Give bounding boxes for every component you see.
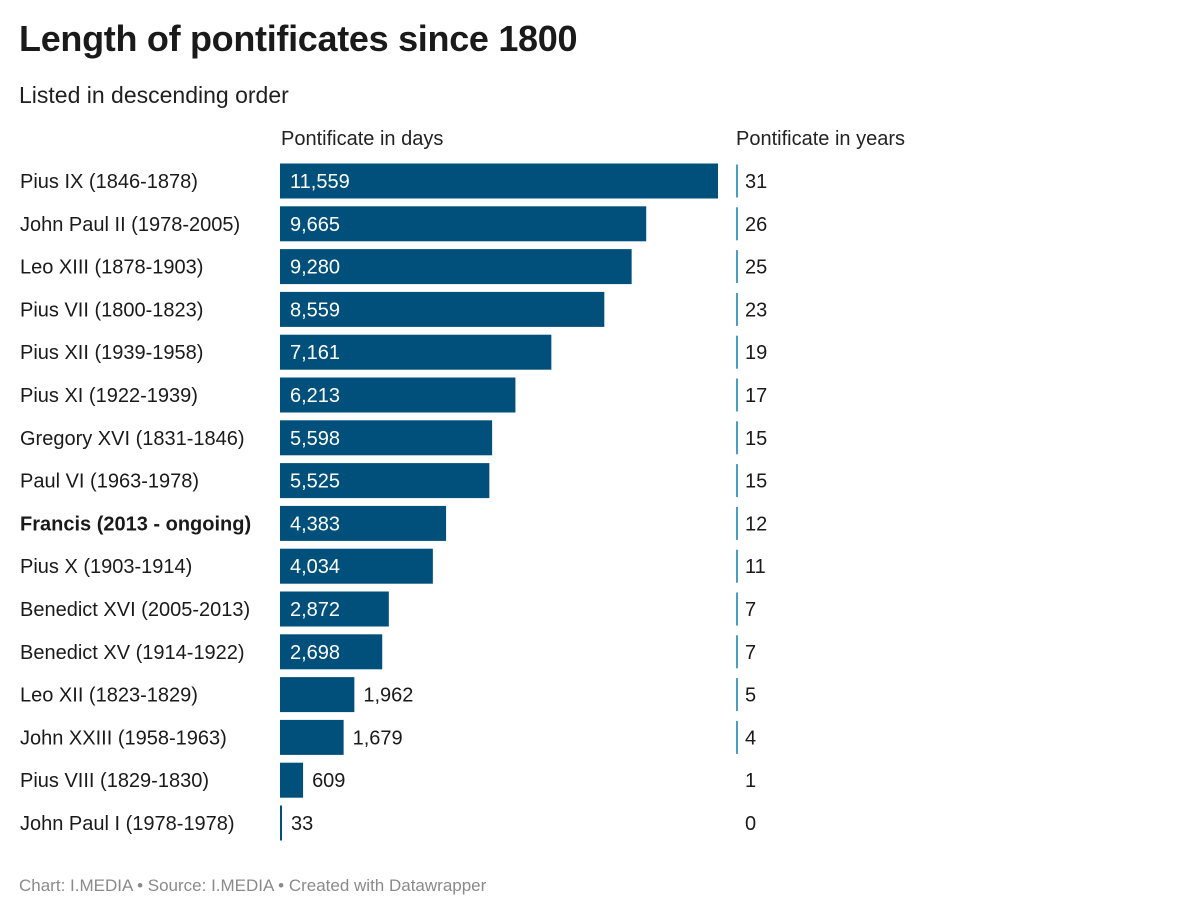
category-label: Francis (2013 - ongoing): [20, 513, 251, 535]
bar: [280, 591, 389, 627]
value-label: 1,962: [363, 685, 413, 707]
value-label: 609: [312, 770, 345, 792]
years-value: 11: [745, 556, 766, 578]
value-label: 5,525: [290, 471, 340, 493]
value-label: 11,559: [290, 171, 350, 193]
bar: [280, 377, 516, 413]
category-label: Pius XII (1939-1958): [20, 342, 203, 364]
years-value: 23: [745, 299, 767, 321]
category-label: Pius X (1903-1914): [20, 556, 192, 578]
years-column-header: Pontificate in years: [736, 128, 905, 150]
category-label: Benedict XV (1914-1922): [20, 642, 245, 664]
value-label: 4,034: [290, 556, 340, 578]
years-value: 19: [745, 342, 767, 364]
bar: [280, 163, 718, 199]
category-label: Pius VII (1800-1823): [20, 299, 203, 321]
value-label: 9,280: [290, 257, 340, 279]
bar: [280, 677, 355, 713]
category-label: Pius XI (1922-1939): [20, 385, 198, 407]
bar: [280, 420, 493, 456]
value-label: 4,383: [290, 513, 340, 535]
value-label: 8,559: [290, 299, 340, 321]
value-label: 1,679: [353, 727, 403, 749]
years-value: 31: [745, 171, 767, 193]
days-column-header: Pontificate in days: [281, 128, 444, 150]
years-value: 0: [745, 813, 756, 835]
chart-subtitle: Listed in descending order: [19, 82, 289, 108]
value-label: 2,872: [290, 599, 340, 621]
bar: [280, 762, 304, 798]
value-label: 5,598: [290, 428, 340, 450]
bar: [280, 463, 490, 499]
chart-footer: Chart: I.MEDIA • Source: I.MEDIA • Creat…: [19, 876, 487, 895]
bar: [280, 334, 552, 370]
category-label: Paul VI (1963-1978): [20, 471, 199, 493]
value-label: 7,161: [290, 342, 340, 364]
years-value: 15: [745, 428, 767, 450]
category-label: John Paul I (1978-1978): [20, 813, 235, 835]
years-value: 26: [745, 214, 767, 236]
bar: [280, 505, 447, 541]
bar: [280, 249, 632, 285]
years-value: 25: [745, 257, 767, 279]
years-value: 15: [745, 471, 767, 493]
category-label: Leo XII (1823-1829): [20, 685, 198, 707]
bar: [280, 291, 605, 327]
value-label: 6,213: [290, 385, 340, 407]
category-label: Pius VIII (1829-1830): [20, 770, 209, 792]
bar: [280, 548, 433, 584]
bar: [280, 206, 647, 242]
category-label: Gregory XVI (1831-1846): [20, 428, 245, 450]
value-label: 33: [291, 813, 313, 835]
bar: [280, 719, 344, 755]
category-label: Leo XIII (1878-1903): [20, 257, 203, 279]
value-label: 2,698: [290, 642, 340, 664]
years-value: 5: [745, 685, 756, 707]
years-value: 17: [745, 385, 767, 407]
category-label: Benedict XVI (2005-2013): [20, 599, 250, 621]
years-value: 7: [745, 642, 756, 664]
years-value: 1: [745, 770, 756, 792]
chart-title: Length of pontificates since 1800: [19, 18, 578, 59]
category-label: John Paul II (1978-2005): [20, 214, 240, 236]
years-value: 4: [745, 727, 756, 749]
category-label: John XXIII (1958-1963): [20, 727, 227, 749]
bar: [280, 805, 282, 841]
category-label: Pius IX (1846-1878): [20, 171, 198, 193]
years-value: 12: [745, 513, 767, 535]
bar: [280, 634, 383, 670]
years-value: 7: [745, 599, 756, 621]
value-label: 9,665: [290, 214, 340, 236]
